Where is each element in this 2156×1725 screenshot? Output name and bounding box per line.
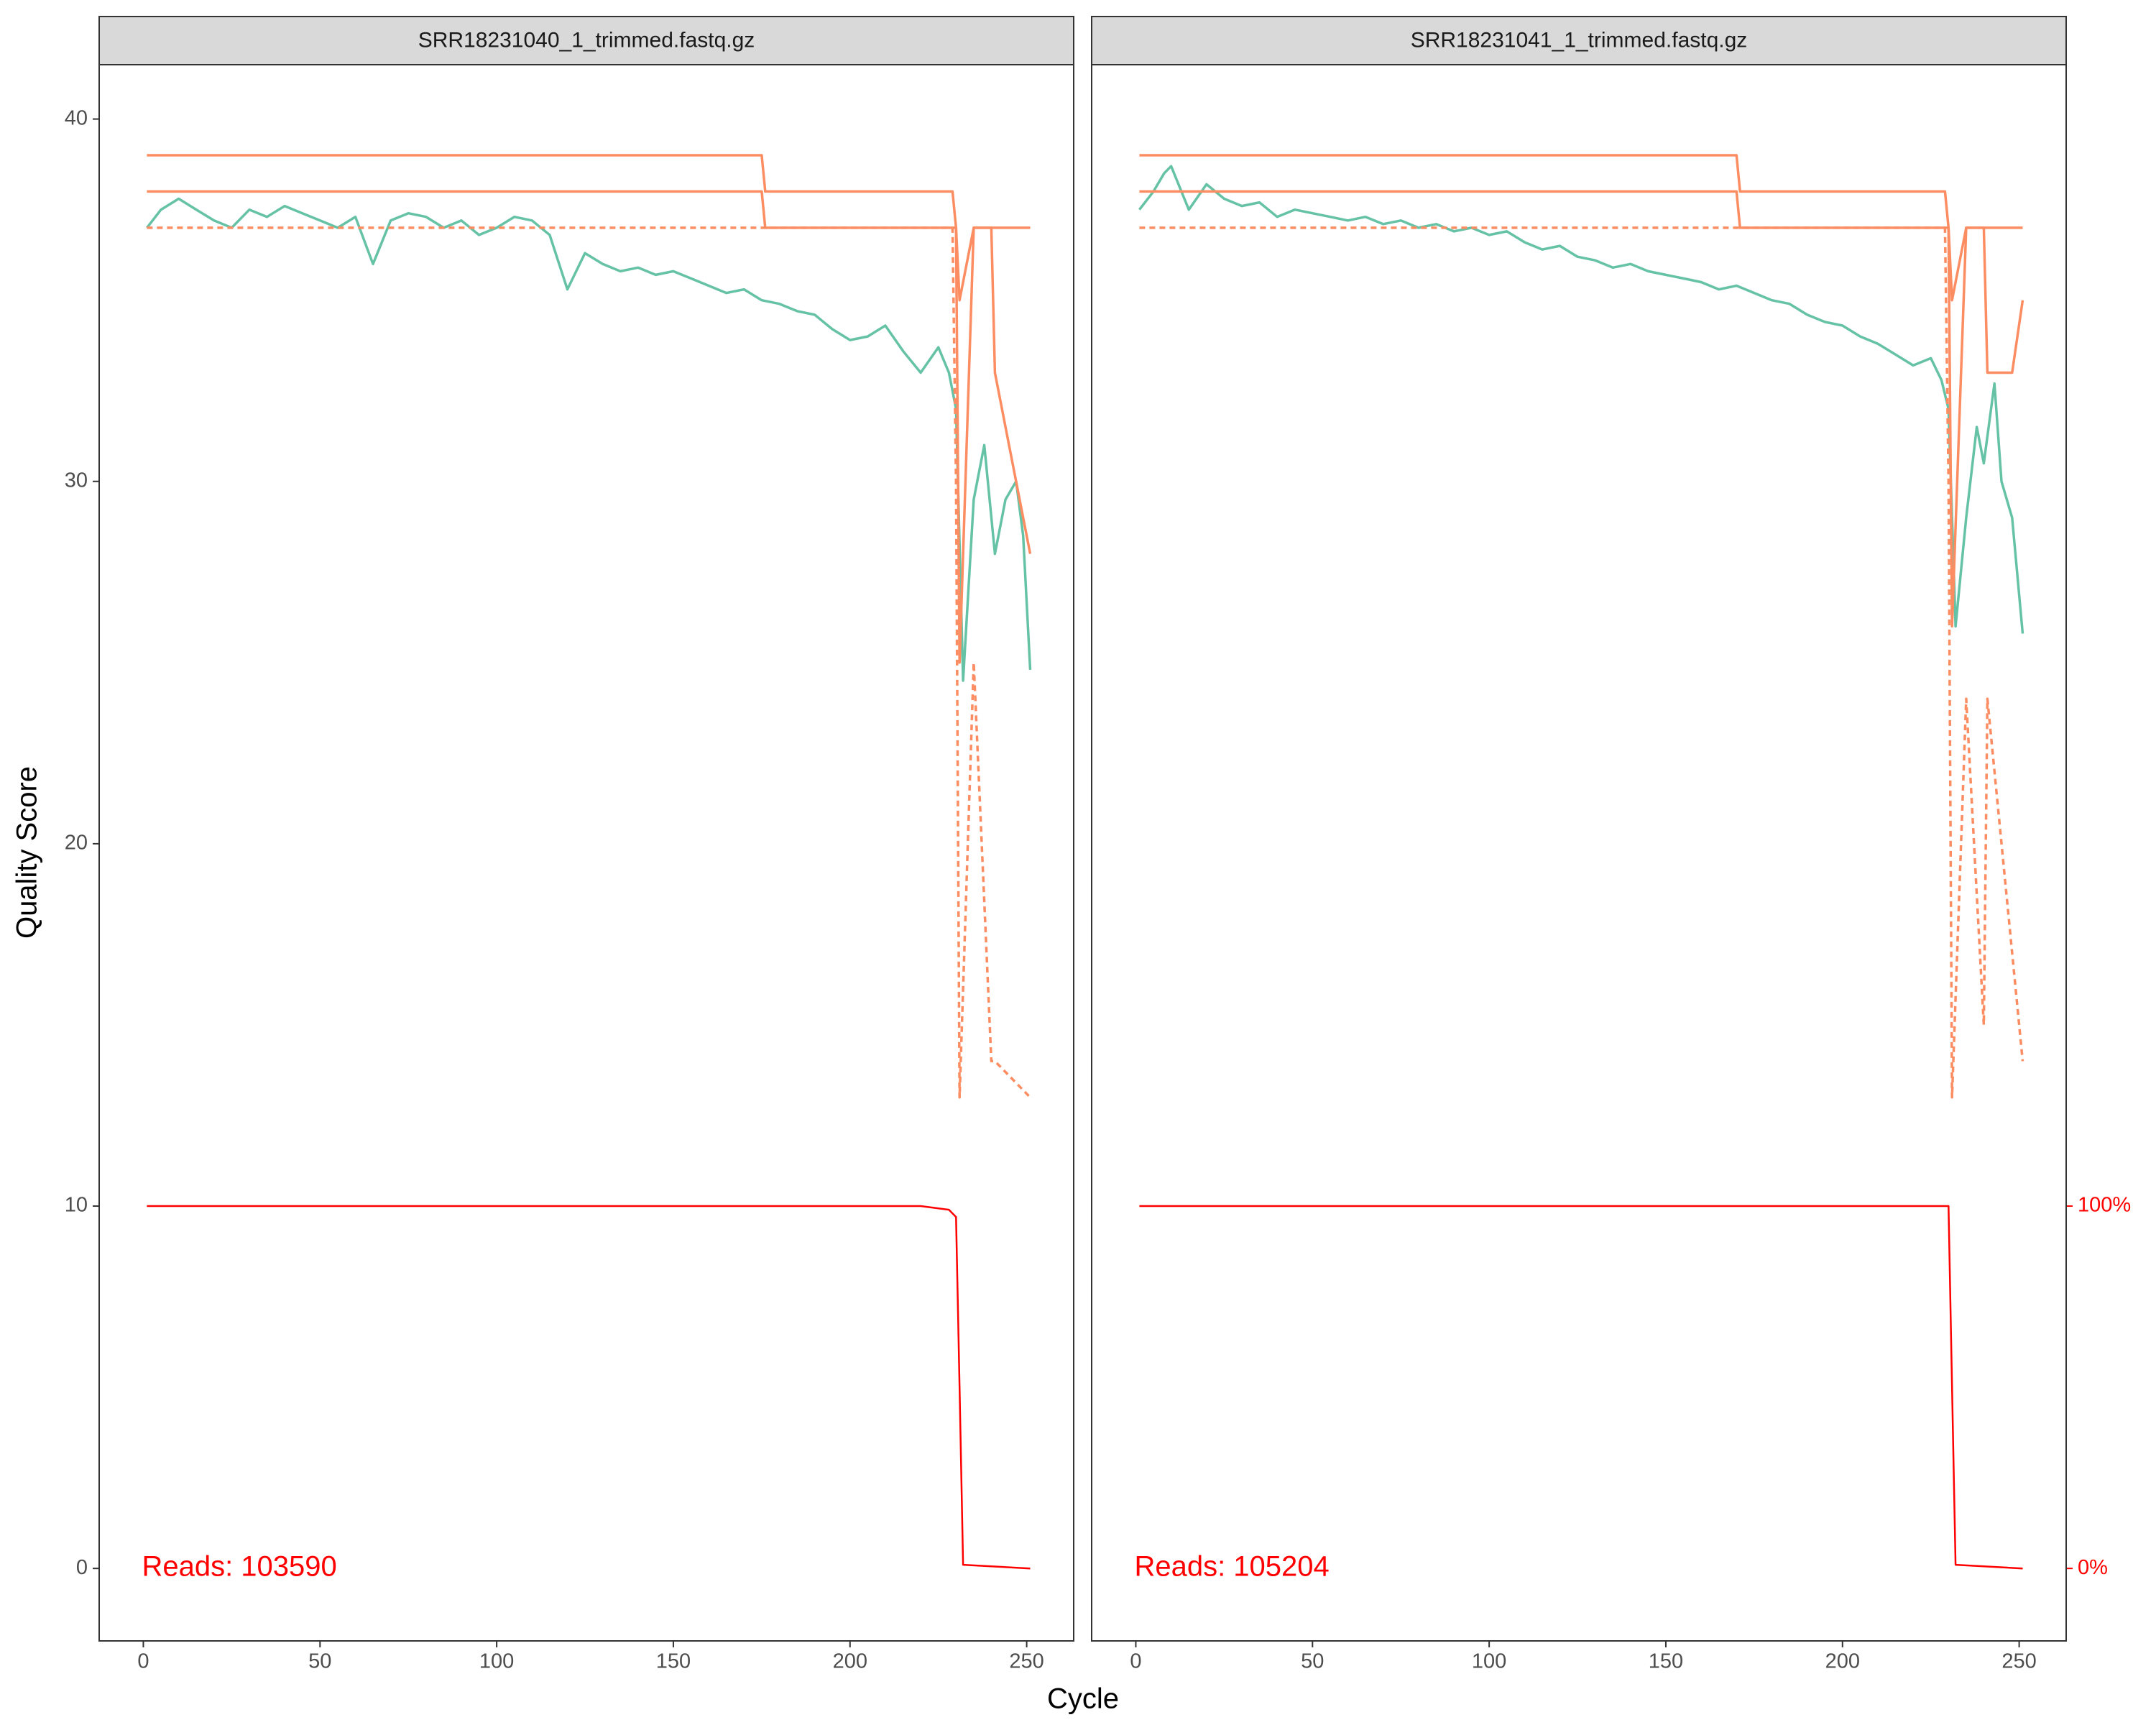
x-tick-label: 150 [1649,1650,1683,1673]
panel [146,154,1032,1570]
reads-annotation: Reads: 103590 [142,1551,336,1583]
facet-title: SRR18231040_1_trimmed.fastq.gz [418,28,755,52]
x-tick-label: 50 [308,1650,331,1673]
y-tick-label: 20 [65,832,88,855]
x-tick-label: 250 [2001,1650,2036,1673]
y-tick-label: 40 [65,106,88,129]
facet-strip [1091,16,2067,65]
x-tick-label: 100 [1472,1650,1506,1673]
x-tick-label: 0 [137,1650,149,1673]
x-tick-label: 200 [1825,1650,1860,1673]
reads-annotation: Reads: 105204 [1134,1551,1329,1583]
facet-title: SRR18231041_1_trimmed.fastq.gz [1411,28,1748,52]
cumulative-line [147,1205,1031,1570]
x-tick-label: 250 [1009,1650,1044,1673]
panel-border [98,64,1074,1642]
quality-line [146,197,1032,682]
quality-line [1139,190,2024,628]
quality-line [1138,165,2024,634]
y2-tick-label: 100% [2078,1194,2131,1217]
x-tick-label: 100 [479,1650,514,1673]
quality-line [147,190,1032,664]
x-tick-label: 200 [833,1650,867,1673]
x-tick-label: 50 [1301,1650,1324,1673]
quality-line [1139,226,2024,1099]
y-axis-title: Quality Score [11,766,43,939]
y-tick-label: 0 [76,1556,88,1579]
y-tick-label: 30 [65,469,88,492]
x-axis-title: Cycle [1047,1683,1119,1715]
panel-border [1091,64,2067,1642]
cumulative-line [1139,1205,2023,1570]
y-tick-label: 10 [65,1194,88,1217]
x-tick-label: 0 [1130,1650,1141,1673]
x-tick-label: 150 [656,1650,691,1673]
y2-tick-label: 0% [2078,1556,2108,1579]
quality-line [147,226,1031,1099]
panel [1138,154,2024,1570]
